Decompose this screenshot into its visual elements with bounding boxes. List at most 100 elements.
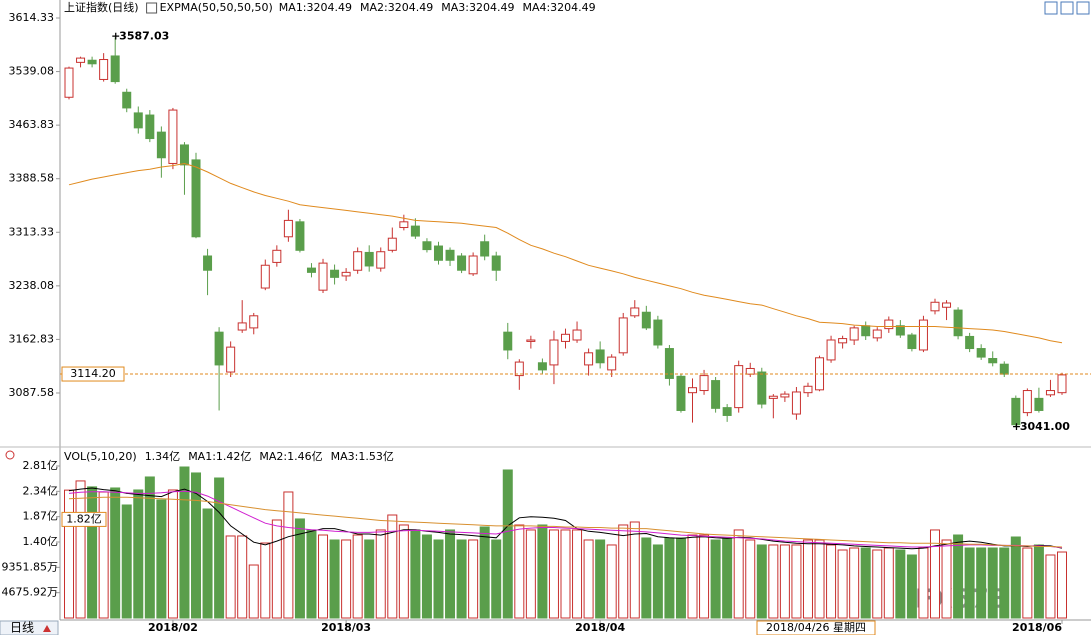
settings-icon[interactable] bbox=[5, 450, 15, 460]
candle-body bbox=[745, 367, 755, 375]
candle-body bbox=[607, 356, 617, 371]
period-button-label[interactable]: 日线 bbox=[10, 621, 34, 635]
volume-bar bbox=[502, 469, 513, 619]
candle-body bbox=[376, 251, 386, 269]
candle-body bbox=[1045, 390, 1055, 396]
volume-bar bbox=[618, 524, 629, 619]
candle-body bbox=[953, 309, 963, 337]
volume-bar bbox=[802, 539, 813, 619]
candle-body bbox=[734, 365, 744, 409]
candle-body bbox=[884, 319, 894, 330]
volume-bar bbox=[779, 544, 790, 619]
volume-bar bbox=[144, 476, 155, 619]
candle-body bbox=[226, 346, 236, 373]
candle-body bbox=[838, 338, 848, 344]
volume-bar bbox=[906, 554, 917, 619]
candle-body bbox=[826, 339, 836, 361]
y-tick-label: 3313.33 bbox=[9, 225, 55, 238]
crosshair-date-box bbox=[756, 620, 876, 635]
volume-bar bbox=[491, 539, 502, 619]
volume-bar bbox=[98, 491, 109, 619]
volume-bar bbox=[421, 534, 432, 619]
candle-body bbox=[318, 262, 328, 291]
candle-body bbox=[306, 267, 316, 273]
candle-body bbox=[664, 348, 674, 379]
candle-body bbox=[618, 317, 628, 354]
volume-bar bbox=[687, 534, 698, 619]
toolbar-icon[interactable] bbox=[1044, 1, 1058, 15]
candle-body bbox=[999, 363, 1009, 375]
candle-body bbox=[976, 348, 986, 358]
toolbar-icon[interactable] bbox=[1060, 1, 1074, 15]
y-tick-label: 3463.83 bbox=[9, 118, 55, 131]
volume-bar bbox=[318, 534, 329, 619]
header-text: MA4:3204.49 bbox=[522, 1, 595, 14]
volume-bar bbox=[75, 480, 86, 619]
candle-body bbox=[260, 264, 270, 289]
volume-bar bbox=[710, 539, 721, 619]
candle-body bbox=[179, 144, 189, 166]
volume-bar bbox=[225, 535, 236, 619]
volume-bar bbox=[191, 472, 202, 619]
candle-body bbox=[191, 159, 201, 238]
y-tick-label: 3162.83 bbox=[9, 332, 55, 345]
volume-bar bbox=[987, 547, 998, 619]
volume-bar bbox=[283, 491, 294, 619]
candle-body bbox=[1057, 374, 1067, 394]
candle-body bbox=[76, 57, 86, 63]
volume-bar bbox=[606, 544, 617, 619]
volume-bar bbox=[860, 547, 871, 619]
candle-body bbox=[249, 315, 259, 329]
volume-bar bbox=[756, 544, 767, 619]
volume-bar bbox=[826, 544, 837, 619]
volume-bar bbox=[1033, 544, 1044, 619]
volume-bar bbox=[814, 539, 825, 619]
volume-bar bbox=[664, 537, 675, 619]
volume-bar bbox=[652, 544, 663, 619]
volume-bar bbox=[468, 539, 479, 619]
candle-body bbox=[641, 311, 651, 329]
header-text: 上证指数(日线) bbox=[64, 0, 139, 14]
candle-body bbox=[653, 319, 663, 346]
volume-bar bbox=[872, 549, 883, 619]
volume-ma-line bbox=[68, 487, 1063, 550]
volume-bar bbox=[260, 542, 271, 619]
candle-body bbox=[791, 391, 801, 415]
candle-body bbox=[133, 112, 143, 129]
volume-bar bbox=[699, 534, 710, 619]
candle-body bbox=[549, 339, 559, 366]
volume-bar bbox=[629, 521, 640, 619]
volume-bar bbox=[722, 537, 733, 619]
candle-body bbox=[595, 349, 605, 364]
candle-body bbox=[1022, 390, 1032, 414]
y-tick-label: 1.40亿 bbox=[23, 535, 59, 548]
candle-body bbox=[341, 271, 351, 277]
candle-body bbox=[711, 380, 721, 409]
candle-body bbox=[99, 59, 109, 80]
candle-body bbox=[780, 393, 790, 398]
y-tick-label: 3539.08 bbox=[9, 65, 55, 78]
volume-header-text: MA2:1.46亿 bbox=[259, 450, 322, 463]
volume-bar bbox=[456, 539, 467, 619]
crosshair-label-box bbox=[61, 511, 107, 527]
volume-bar bbox=[641, 537, 652, 619]
candle-body bbox=[491, 255, 501, 271]
toolbar-icon[interactable] bbox=[1076, 1, 1090, 15]
volume-bar bbox=[398, 524, 409, 619]
header-text: MA3:3204.49 bbox=[441, 1, 514, 14]
volume-bar bbox=[883, 547, 894, 619]
x-tick-label: 2018/06 bbox=[1012, 621, 1062, 634]
candle-body bbox=[688, 387, 698, 394]
volume-bar bbox=[572, 529, 583, 619]
y-tick-label: 1.87亿 bbox=[23, 510, 59, 523]
candle-body bbox=[722, 407, 732, 416]
candle-body bbox=[480, 241, 490, 257]
volume-bar bbox=[999, 547, 1010, 619]
candle-body bbox=[445, 249, 455, 261]
volume-bar bbox=[306, 529, 317, 619]
volume-bar bbox=[133, 489, 144, 619]
crosshair-label: 3114.20 bbox=[70, 367, 116, 380]
candle-body bbox=[110, 55, 120, 83]
candle-body bbox=[526, 339, 536, 342]
